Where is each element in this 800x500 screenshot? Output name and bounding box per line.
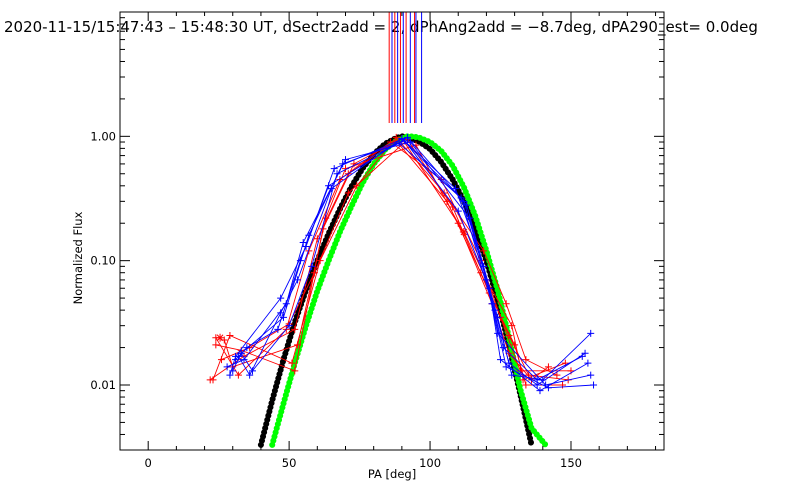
series-point-blue-3-2	[243, 344, 251, 352]
series-point-blue-5-11	[578, 352, 586, 360]
model-curves	[257, 133, 549, 448]
asterisk-marker-1	[216, 333, 225, 342]
series-red-1	[206, 137, 572, 384]
axis-ticks: 0 50 100 150 0.01 0.10 1.00	[90, 12, 664, 470]
plot-frame	[119, 11, 665, 451]
series-blue-5	[223, 138, 586, 384]
series-point-blue-6-3	[277, 309, 285, 317]
series-point-red-5-8	[480, 247, 488, 255]
series-point-blue-6-1	[234, 352, 242, 360]
series-point-blue-6-9	[494, 329, 502, 337]
series-point-blue-1-1	[226, 371, 234, 379]
series-point-blue-5-6	[406, 138, 414, 146]
series-point-blue-1-3	[277, 294, 285, 302]
series-point-red-5-5	[353, 182, 361, 190]
x-tick-label-150: 150	[560, 456, 582, 470]
series-point-red-4-9	[511, 341, 519, 349]
series-point-blue-5-9	[499, 344, 507, 352]
series-point-red-2-3	[291, 367, 299, 375]
series-point-blue-2-3	[279, 313, 287, 321]
series-point-blue-4-4	[308, 262, 316, 270]
series-point-red-5-10	[522, 356, 530, 364]
series-point-blue-2-7	[454, 207, 462, 215]
series-line-blue-5	[226, 141, 583, 381]
series-point-blue-2-9	[497, 356, 505, 364]
series-blue-4	[237, 139, 598, 392]
series-line-blue-1	[229, 138, 586, 386]
vertical-markers	[388, 12, 423, 123]
y-tick-label-1: 1.00	[90, 129, 116, 143]
x-axis-label: PA [deg]	[368, 467, 416, 481]
series-point-red-3-2	[234, 371, 242, 379]
model-green-dots	[269, 133, 549, 448]
series-point-blue-2-5	[339, 160, 347, 168]
series-line-red-3	[215, 141, 571, 376]
series-line-blue-4	[240, 142, 594, 389]
series-line-red-6	[223, 144, 549, 381]
x-tick-label-0: 0	[145, 456, 152, 470]
chart-title: 2020-11-15/15:47:43 – 15:48:30 UT, dSect…	[4, 18, 758, 37]
series-point-blue-6-2	[246, 371, 254, 379]
series-point-red-3-10	[516, 367, 524, 375]
series-point-red-5-3	[288, 359, 296, 367]
series-point-blue-4-11	[590, 381, 598, 389]
series-point-blue-6-10	[542, 381, 550, 389]
series-point-red-1-3	[291, 325, 299, 333]
series-point-red-5-1	[209, 376, 217, 384]
series-point-blue-3-3	[274, 325, 282, 333]
series-point-blue-4-9	[502, 363, 510, 371]
series-point-blue-3-6	[404, 133, 412, 141]
series-point-blue-3-7	[463, 201, 471, 209]
series-point-red-2-1	[212, 341, 220, 349]
series-point-red-4-10	[522, 381, 530, 389]
series-point-blue-5-5	[341, 156, 349, 164]
asterisk-marker-2	[459, 228, 468, 237]
series-point-blue-2-11	[584, 359, 592, 367]
series-point-blue-4-2	[248, 367, 256, 375]
series-line-blue-6	[238, 137, 591, 386]
series-point-blue-5-4	[299, 238, 307, 246]
series-point-red-4-5	[344, 189, 352, 197]
series-point-blue-3-9	[508, 371, 516, 379]
x-tick-label-100: 100	[419, 456, 441, 470]
series-point-blue-6-11	[587, 371, 595, 379]
series-point-blue-1-5	[330, 165, 338, 173]
series-point-red-6-3	[294, 341, 302, 349]
series-point-red-5-2	[226, 332, 234, 340]
data-series	[206, 133, 598, 395]
series-point-blue-3-11	[587, 329, 595, 337]
series-point-blue-5-2	[240, 356, 248, 364]
series-point-red-6-7	[454, 219, 462, 227]
series-point-blue-5-7	[466, 214, 474, 222]
series-point-blue-6-5	[327, 185, 335, 193]
series-point-blue-2-10	[536, 387, 544, 395]
x-tick-label-50: 50	[282, 456, 297, 470]
model-green	[269, 133, 549, 448]
series-point-blue-5-1	[223, 363, 231, 371]
y-tick-label-0.01: 0.01	[90, 378, 116, 392]
series-point-blue-6-6	[398, 135, 406, 143]
series-point-blue-6-8	[480, 262, 488, 270]
series-blue-6	[234, 135, 595, 389]
y-axis-label: Normalized Flux	[71, 211, 85, 304]
y-tick-label-0.1: 0.10	[90, 254, 116, 268]
series-point-red-5-9	[502, 300, 510, 308]
series-point-red-5-4	[316, 257, 324, 265]
series-point-blue-4-3	[285, 322, 293, 330]
series-point-red-5-6	[392, 133, 400, 141]
series-point-blue-2-1	[229, 367, 237, 375]
series-point-red-6-11	[544, 363, 552, 371]
series-point-blue-6-4	[294, 276, 302, 284]
series-point-red-5-11	[553, 371, 561, 379]
series-point-blue-5-10	[533, 376, 541, 384]
series-point-blue-6-7	[451, 185, 459, 193]
